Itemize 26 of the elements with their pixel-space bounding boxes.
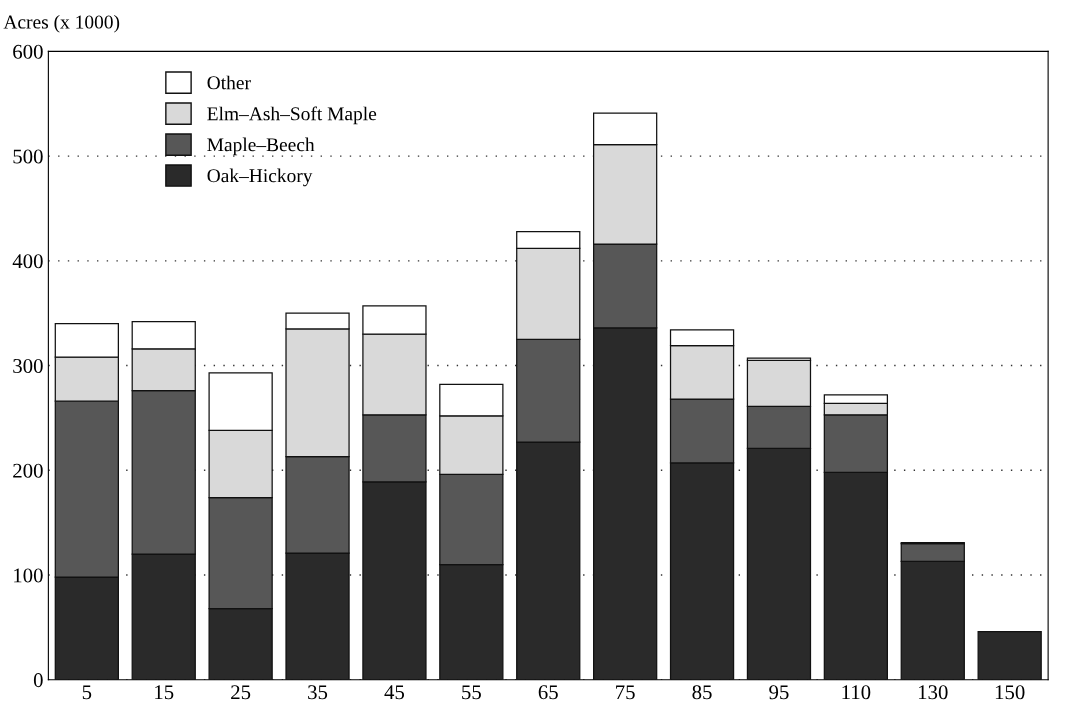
x-tick-label: 110 [842,685,871,700]
legend-label: Maple–Beech [207,137,315,156]
x-tick-label: 45 [384,685,405,700]
x-tick-label: 65 [538,685,558,700]
x-tick-label: 130 [918,685,948,700]
y-tick-label: 100 [14,568,43,583]
x-tick-label: 85 [692,685,712,700]
y-tick-label: 200 [13,463,43,478]
y-tick-label: 500 [13,149,43,164]
legend-label: Other [207,75,251,90]
y-tick-label: 600 [13,44,43,59]
x-tick-label: 95 [769,685,789,700]
y-tick-label: 0 [33,673,43,688]
legend-label: Elm–Ash–Soft Maple [207,106,377,125]
x-tick-label: 5 [82,685,92,700]
y-axis-title: Acres (x 1000) [3,14,120,33]
x-tick-label: 25 [231,685,251,700]
legend-label: Oak–Hickory [207,168,313,187]
x-tick-label: 35 [308,685,328,700]
x-tick-label: 75 [616,685,635,700]
y-tick-label: 300 [13,358,43,373]
x-tick-label: 15 [155,685,174,700]
x-tick-label: 150 [995,685,1025,700]
y-tick-label: 400 [12,254,43,269]
bar [977,630,1042,680]
x-tick-label: 55 [462,685,481,700]
